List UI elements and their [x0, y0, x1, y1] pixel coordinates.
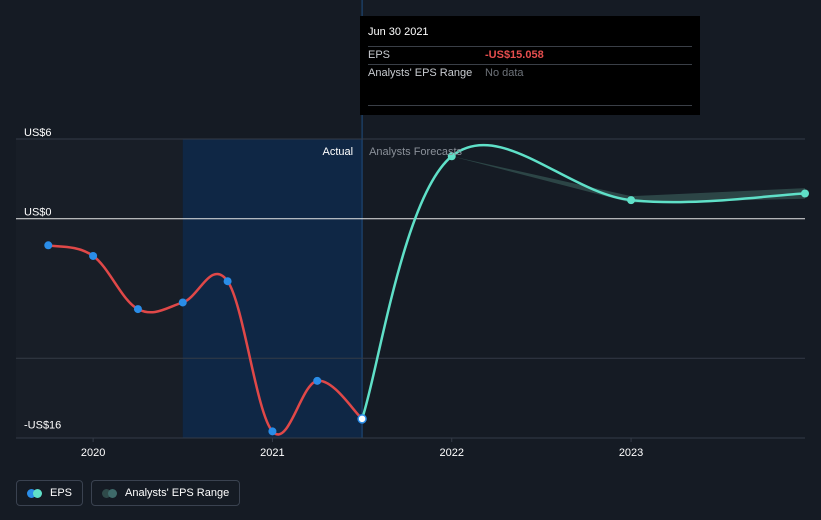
- forecast-eps-point: [447, 152, 456, 161]
- tooltip-divider: [368, 105, 692, 106]
- actual-eps-point: [44, 241, 53, 250]
- forecast-eps-line: [360, 143, 807, 421]
- legend: EPS Analysts' EPS Range: [16, 480, 241, 506]
- actual-eps-point: [313, 376, 322, 385]
- forecast-eps-point: [627, 196, 636, 205]
- highlight-region: [182, 139, 363, 438]
- eps-legend-icon: [27, 488, 42, 498]
- tooltip: Jun 30 2021 EPS -US$15.058 Analysts' EPS…: [360, 16, 700, 115]
- y-tick-label: US$6: [24, 127, 52, 139]
- actual-eps-point: [133, 305, 142, 314]
- y-tick-label: -US$16: [24, 419, 61, 431]
- legend-range-button[interactable]: Analysts' EPS Range: [91, 480, 241, 506]
- tooltip-eps-label: EPS: [368, 49, 391, 61]
- actual-eps-point: [223, 277, 232, 286]
- past-region: [16, 139, 183, 438]
- actual-label: Actual: [323, 146, 354, 158]
- tooltip-date: Jun 30 2021: [368, 26, 429, 38]
- tooltip-row-range: Analysts' EPS Range No data: [368, 64, 692, 82]
- tooltip-eps-value: -US$15.058: [485, 49, 544, 61]
- tooltip-range-value: No data: [485, 67, 524, 79]
- x-tick-label: 2020: [81, 447, 105, 459]
- tooltip-range-label: Analysts' EPS Range: [368, 67, 473, 79]
- actual-eps-point: [178, 298, 187, 307]
- eps-chart: US$6 US$0 -US$16 2020 2021 2022 2023 Actual Anal…: [16, 0, 809, 459]
- x-tick-label: 2022: [440, 447, 464, 459]
- forecast-eps-point: [801, 189, 809, 198]
- y-tick-label: US$0: [24, 207, 52, 219]
- legend-eps-button[interactable]: EPS: [16, 480, 84, 506]
- actual-eps-point: [268, 427, 277, 436]
- actual-eps-point: [357, 414, 367, 424]
- actual-eps-line: [47, 244, 364, 436]
- tooltip-row-eps: EPS -US$15.058: [368, 46, 692, 64]
- x-tick-label: 2021: [260, 447, 284, 459]
- legend-eps-label: EPS: [50, 487, 73, 499]
- legend-range-label: Analysts' EPS Range: [125, 487, 230, 499]
- range-band: [451, 156, 805, 203]
- actual-eps-point: [89, 251, 98, 260]
- range-legend-icon: [102, 488, 118, 498]
- x-tick-label: 2023: [619, 447, 643, 459]
- forecast-label: Analysts Forecasts: [369, 146, 462, 158]
